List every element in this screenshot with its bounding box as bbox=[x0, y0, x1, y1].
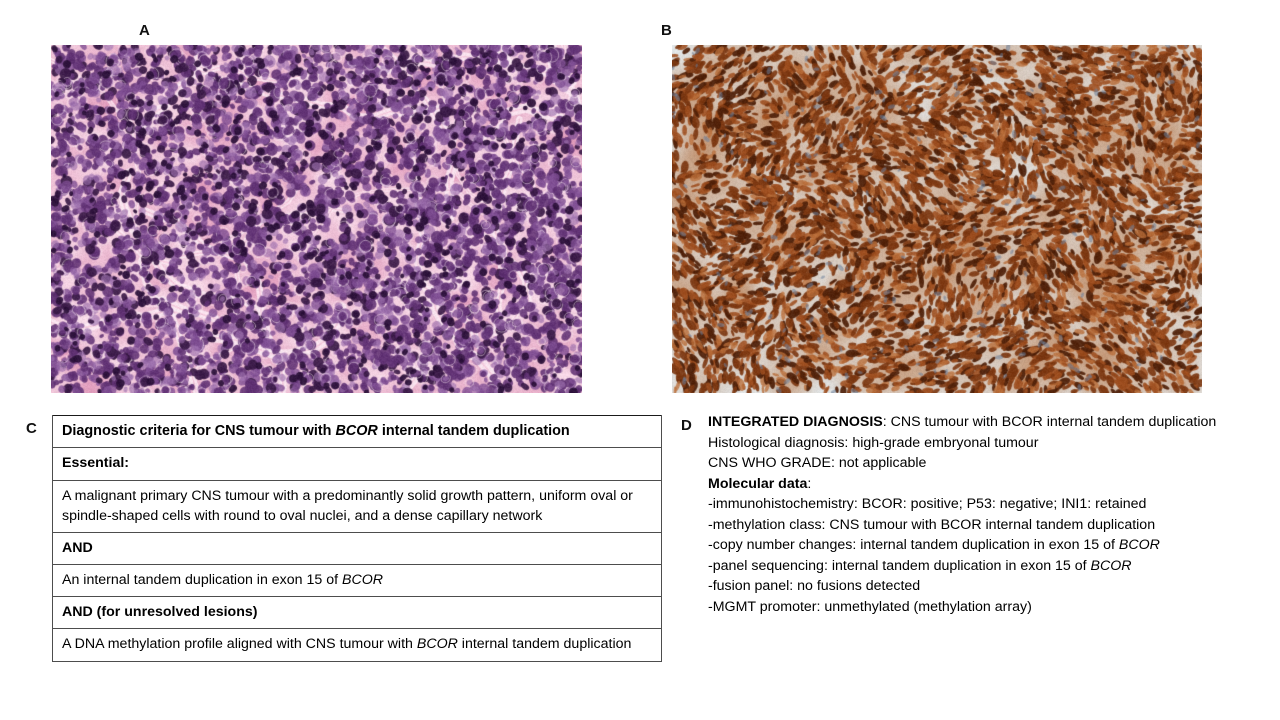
diagnostic-criteria-table: Diagnostic criteria for CNS tumour with … bbox=[52, 415, 662, 662]
dx-line-panel-sequencing: -panel sequencing: internal tandem dupli… bbox=[708, 556, 1268, 577]
panel-letter-b: B bbox=[661, 22, 672, 39]
dx-text-histological-diagnosis: Histological diagnosis: high-grade embry… bbox=[708, 434, 1039, 451]
criteria-and-label-2: AND (for unresolved lesions) bbox=[52, 596, 662, 630]
criteria-essential-text: A malignant primary CNS tumour with a pr… bbox=[52, 479, 662, 533]
criteria-methylation-text: A DNA methylation profile aligned with C… bbox=[52, 628, 662, 662]
bcor-immunohistochemistry-micrograph bbox=[672, 45, 1202, 393]
dx-text-molecular-data-colon: : bbox=[807, 475, 812, 492]
criteria-essential-label: Essential: bbox=[52, 447, 662, 481]
dx-line-methylation-class: -methylation class: CNS tumour with BCOR… bbox=[708, 515, 1268, 536]
dx-line-integrated-diagnosis: INTEGRATED DIAGNOSIS: CNS tumour with BC… bbox=[708, 412, 1268, 433]
criteria-header-post: internal tandem duplication bbox=[377, 423, 570, 439]
he-micrograph-canvas bbox=[51, 45, 582, 393]
dx-line-fusion-panel: -fusion panel: no fusions detected bbox=[708, 576, 1268, 597]
dx-gene-copy-number-changes: BCOR bbox=[1118, 537, 1160, 554]
table-row: An internal tandem duplication in exon 1… bbox=[52, 564, 662, 598]
dx-bold-molecular-data: Molecular data bbox=[708, 475, 808, 492]
integrated-diagnosis-block: INTEGRATED DIAGNOSIS: CNS tumour with BC… bbox=[708, 412, 1268, 617]
dx-gene-panel-sequencing: BCOR bbox=[1090, 557, 1132, 574]
dx-bold-integrated-diagnosis: INTEGRATED DIAGNOSIS bbox=[708, 414, 883, 430]
dx-text-copy-number-changes: -copy number changes: internal tandem du… bbox=[708, 537, 1119, 554]
criteria-and-label-1: AND bbox=[52, 531, 662, 566]
dx-line-immunohistochemistry: -immunohistochemistry: BCOR: positive; P… bbox=[708, 494, 1268, 515]
dx-text-panel-sequencing: -panel sequencing: internal tandem dupli… bbox=[708, 557, 1091, 574]
dx-text-who-grade: CNS WHO GRADE: not applicable bbox=[708, 455, 927, 472]
dx-line-molecular-data-header: Molecular data: bbox=[708, 474, 1268, 495]
table-row: Essential: bbox=[52, 447, 662, 481]
dx-text-immunohistochemistry: -immunohistochemistry: BCOR: positive; P… bbox=[708, 496, 1147, 513]
panel-letter-a: A bbox=[139, 22, 150, 39]
criteria-meth-gene: BCOR bbox=[416, 636, 458, 653]
criteria-itd-pre: An internal tandem duplication in exon 1… bbox=[62, 572, 342, 589]
he-stained-micrograph bbox=[51, 45, 582, 393]
dx-text-mgmt-promoter: -MGMT promoter: unmethylated (methylatio… bbox=[708, 598, 1032, 615]
dx-text-methylation-class: -methylation class: CNS tumour with BCOR… bbox=[708, 516, 1156, 533]
table-row: A DNA methylation profile aligned with C… bbox=[52, 628, 662, 662]
panel-letter-c: C bbox=[26, 420, 37, 437]
dx-text-integrated-diagnosis: : CNS tumour with BCOR internal tandem d… bbox=[882, 414, 1217, 430]
criteria-meth-pre: A DNA methylation profile aligned with C… bbox=[62, 636, 417, 653]
criteria-table-header-cell: Diagnostic criteria for CNS tumour with … bbox=[52, 415, 662, 449]
table-row-header: Diagnostic criteria for CNS tumour with … bbox=[52, 415, 662, 449]
ihc-micrograph-canvas bbox=[672, 45, 1202, 393]
dx-line-histological-diagnosis: Histological diagnosis: high-grade embry… bbox=[708, 433, 1268, 454]
table-row: AND (for unresolved lesions) bbox=[52, 596, 662, 630]
table-row: AND bbox=[52, 531, 662, 566]
criteria-meth-post: internal tandem duplication bbox=[457, 636, 632, 653]
dx-line-mgmt-promoter: -MGMT promoter: unmethylated (methylatio… bbox=[708, 597, 1268, 618]
criteria-itd-gene: BCOR bbox=[342, 572, 383, 589]
criteria-itd-exon-text: An internal tandem duplication in exon 1… bbox=[52, 564, 662, 598]
dx-line-who-grade: CNS WHO GRADE: not applicable bbox=[708, 453, 1268, 474]
table-row: A malignant primary CNS tumour with a pr… bbox=[52, 479, 662, 533]
panel-letter-d: D bbox=[681, 417, 692, 434]
criteria-header-pre: Diagnostic criteria for CNS tumour with bbox=[62, 423, 336, 439]
criteria-table-body: Diagnostic criteria for CNS tumour with … bbox=[52, 415, 662, 662]
criteria-header-gene: BCOR bbox=[335, 423, 378, 439]
dx-text-fusion-panel: -fusion panel: no fusions detected bbox=[708, 578, 921, 595]
dx-line-copy-number-changes: -copy number changes: internal tandem du… bbox=[708, 535, 1268, 556]
